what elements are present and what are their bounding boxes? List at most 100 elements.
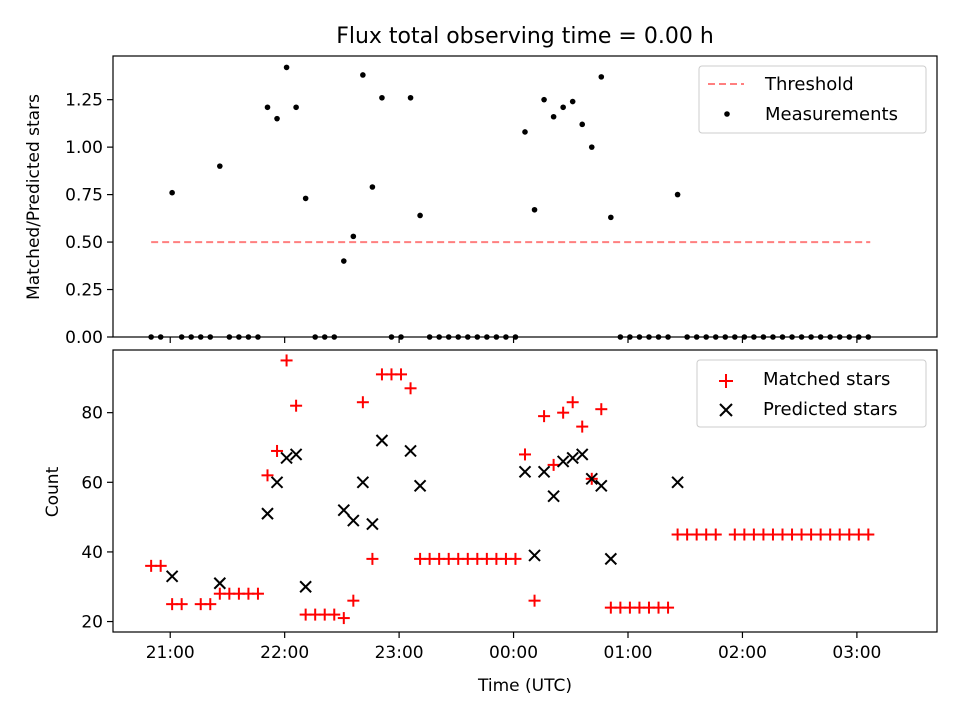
matched-point <box>662 601 675 614</box>
measurement-point <box>646 334 652 340</box>
matched-point <box>538 410 551 423</box>
matched-point <box>404 382 417 395</box>
x-tick-label: 00:00 <box>489 643 538 663</box>
x-tick-label: 21:00 <box>146 643 195 663</box>
predicted-point <box>556 455 570 468</box>
measurement-point <box>388 334 395 340</box>
matched-point <box>366 552 379 565</box>
measurement-point <box>493 334 500 340</box>
measurement-point <box>627 334 633 340</box>
y-tick-label: 0.25 <box>65 281 103 301</box>
measurement-point <box>522 129 528 135</box>
measurement-point <box>512 334 519 340</box>
measurement-point <box>703 334 710 340</box>
matched-point <box>519 448 531 461</box>
measurement-point <box>226 334 233 340</box>
measurement-point <box>340 258 347 264</box>
x-tick-label: 22:00 <box>260 643 309 663</box>
predicted-point <box>213 577 227 590</box>
measurement-point <box>217 163 223 169</box>
x-axis-label: Time (UTC) <box>477 676 572 696</box>
measurement-point <box>360 72 366 78</box>
measurement-point <box>464 334 471 340</box>
predicted-point <box>270 476 284 489</box>
predicted-point <box>604 552 618 566</box>
measurement-point <box>445 334 452 340</box>
measurement-point <box>245 334 252 340</box>
predicted-point <box>366 517 379 531</box>
axes-frame <box>112 55 938 338</box>
measurement-point <box>417 212 423 219</box>
measurement-point <box>608 214 614 221</box>
measurement-point <box>283 64 290 71</box>
predicted-point <box>289 448 303 461</box>
measurement-point <box>157 334 164 340</box>
predicted-point <box>518 465 532 479</box>
top-panel: Flux total observing time = 0.00 h Match… <box>24 24 938 348</box>
matched-point <box>328 608 341 621</box>
predicted-point <box>337 503 351 517</box>
matched-point <box>356 396 369 409</box>
measurement-point <box>598 74 605 80</box>
measurement-point <box>817 334 824 340</box>
matched-point <box>290 399 303 412</box>
measurement-point <box>407 94 414 101</box>
predicted-point <box>299 580 312 593</box>
measurement-point <box>148 334 154 340</box>
bottom-plot-area: 20 40 60 80 21:00 22:00 23:00 00:00 01:00 02:00 03… <box>81 349 938 663</box>
measurement-point <box>789 334 795 340</box>
measurement-point <box>350 233 357 240</box>
matched-point <box>862 528 875 541</box>
measurement-point <box>846 334 853 340</box>
measurement-point <box>827 334 833 340</box>
matched-point <box>595 403 608 416</box>
top-legend-box <box>698 65 927 134</box>
measurement-point <box>617 334 624 340</box>
measurement-point <box>636 334 643 340</box>
series-measurements <box>148 64 872 340</box>
measurement-point <box>455 334 462 340</box>
matched-point <box>576 420 589 433</box>
measurement-point <box>369 184 376 190</box>
top-legend: Threshold Measurements <box>698 65 927 134</box>
legend-threshold-label: Threshold <box>764 74 854 95</box>
measurement-point <box>398 334 404 340</box>
matched-point <box>175 598 188 611</box>
measurement-point <box>436 334 442 340</box>
measurement-point <box>560 104 566 111</box>
measurement-point <box>274 115 280 122</box>
series-predicted-stars <box>165 434 684 593</box>
x-tick-label: 03:00 <box>832 643 881 663</box>
matched-point <box>557 406 570 419</box>
measurement-point <box>426 334 433 340</box>
measurement-point <box>178 334 185 340</box>
y-tick-label: 40 <box>81 543 103 563</box>
measurement-point <box>321 334 328 340</box>
series-matched-stars <box>145 354 875 625</box>
matched-point <box>280 354 293 367</box>
matched-point <box>528 594 541 607</box>
y-tick-label: 0.50 <box>65 233 103 253</box>
measurement-point <box>855 334 862 340</box>
matched-point <box>261 469 274 482</box>
legend-predicted-label: Predicted stars <box>763 399 897 420</box>
matched-point <box>347 594 360 607</box>
matched-point <box>509 552 522 565</box>
measurement-point <box>197 334 204 340</box>
measurement-point <box>808 334 814 340</box>
y-tick-label: 80 <box>81 404 103 424</box>
bottom-y-axis-label: Count <box>43 466 63 517</box>
predicted-point <box>547 490 560 503</box>
measurement-point <box>760 334 767 340</box>
matched-point <box>251 587 264 600</box>
predicted-point <box>576 448 589 461</box>
measurement-point <box>665 334 671 340</box>
matched-point <box>709 528 722 541</box>
x-tick-label: 23:00 <box>375 643 424 663</box>
bottom-legend: Matched stars Predicted stars <box>696 359 927 428</box>
x-tick-label: 02:00 <box>718 643 767 663</box>
measurement-point <box>732 334 738 340</box>
predicted-point <box>585 472 598 486</box>
measurement-point <box>503 334 509 340</box>
measurement-point <box>484 334 490 340</box>
